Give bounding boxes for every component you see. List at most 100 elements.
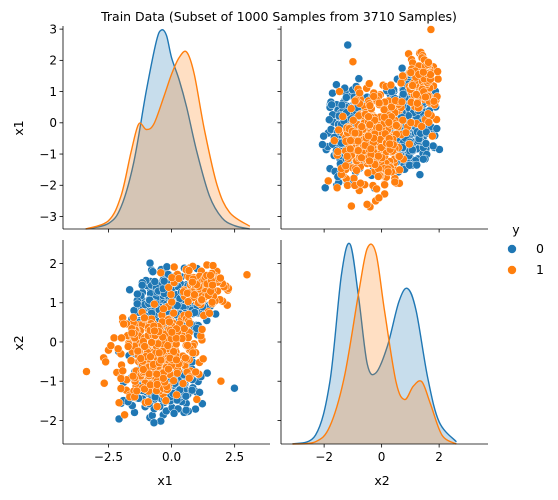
scatter-point-class-1 [199, 355, 207, 363]
scatter-point-class-1 [364, 169, 372, 177]
scatter-point-class-1 [129, 372, 137, 380]
scatter-point-class-1 [185, 267, 193, 275]
y-tick-label: 3 [49, 22, 57, 36]
scatter-point-class-1 [128, 329, 136, 337]
scatter-point-class-1 [374, 172, 382, 180]
scatter-point-class-1 [147, 353, 155, 361]
scatter-point-class-1 [208, 281, 216, 289]
x-tick-label: 0.0 [162, 450, 181, 464]
scatter-point-class-1 [119, 367, 127, 375]
scatter-point-class-0 [325, 116, 333, 124]
scatter-point-class-1 [396, 166, 404, 174]
scatter-point-class-1 [373, 185, 381, 193]
scatter-point-class-1 [354, 147, 362, 155]
scatter-point-class-0 [320, 132, 328, 140]
scatter-point-class-0 [138, 281, 146, 289]
scatter-point-class-0 [416, 171, 424, 179]
scatter-point-class-0 [151, 278, 159, 286]
scatter-point-class-1 [434, 75, 442, 83]
scatter-point-class-1 [170, 309, 178, 317]
scatter-point-class-1 [175, 275, 183, 283]
scatter-point-class-1 [188, 278, 196, 286]
scatter-point-class-1 [216, 274, 224, 282]
scatter-point-class-1 [367, 145, 375, 153]
scatter-point-class-1 [100, 379, 108, 387]
scatter-point-class-1 [349, 116, 357, 124]
scatter-point-class-0 [149, 268, 157, 276]
scatter-point-class-1 [206, 309, 214, 317]
scatter-point-class-1 [407, 69, 415, 77]
scatter-point-class-1 [347, 202, 355, 210]
x-axis-label-x2: x2 [374, 473, 389, 488]
scatter-point-class-1 [150, 327, 158, 335]
scatter-point-class-1 [117, 385, 125, 393]
scatter-point-class-1 [121, 411, 129, 419]
scatter-point-class-1 [173, 391, 181, 399]
scatter-point-class-1 [412, 90, 420, 98]
scatter-point-class-1 [217, 377, 225, 385]
panel-x2-density: −2 0 2 [278, 240, 489, 464]
legend-label-0: 0 [536, 241, 544, 256]
scatter-point-class-1 [173, 369, 181, 377]
scatter-point-class-1 [384, 168, 392, 176]
y-tick-label: 1 [49, 296, 57, 310]
scatter-point-class-1 [107, 342, 115, 350]
scatter-point-class-1 [365, 113, 373, 121]
x-tick-label: 2 [435, 450, 443, 464]
y-tick-label: −1 [39, 375, 57, 389]
scatter-point-class-1 [157, 356, 165, 364]
y-tick-label: 2 [49, 54, 57, 68]
scatter-point-class-1 [139, 365, 147, 373]
y-tick-label: 0 [49, 335, 57, 349]
scatter-point-class-0 [328, 101, 336, 109]
y-axis-label-x2: x2 [11, 335, 26, 350]
scatter-point-class-1 [333, 184, 341, 192]
scatter-point-class-1 [356, 179, 364, 187]
scatter-point-class-1 [153, 403, 161, 411]
scatter-point-class-1 [347, 137, 355, 145]
scatter-point-class-1 [144, 398, 152, 406]
scatter-point-class-1 [189, 349, 197, 357]
scatter-point-class-0 [433, 125, 441, 133]
scatter-point-class-0 [133, 300, 141, 308]
scatter-point-class-1 [405, 140, 413, 148]
scatter-point-class-1 [198, 296, 206, 304]
scatter-point-class-1 [110, 334, 118, 342]
scatter-point-class-1 [137, 355, 145, 363]
scatter-point-class-1 [344, 181, 352, 189]
scatter-point-class-1 [399, 116, 407, 124]
scatter-point-class-1 [386, 140, 394, 148]
legend-label-1: 1 [536, 262, 544, 277]
scatter-point-class-1 [184, 298, 192, 306]
scatter-point-class-1 [150, 300, 158, 308]
y-tick-label: 0 [49, 116, 57, 130]
x-axis-label-x1: x1 [157, 473, 172, 488]
scatter-point-class-1 [358, 123, 366, 131]
scatter-point-class-1 [141, 342, 149, 350]
scatter-point-class-0 [182, 406, 190, 414]
scatter-point-class-1 [134, 347, 142, 355]
y-axis-label-x1: x1 [11, 120, 26, 135]
scatter-point-class-1 [413, 99, 421, 107]
scatter-point-class-1 [375, 99, 383, 107]
scatter-point-class-0 [163, 263, 171, 271]
panel-x1-vs-x2-scatter [278, 25, 489, 232]
scatter-point-class-0 [133, 290, 141, 298]
scatter-point-class-1 [198, 325, 206, 333]
x-tick-label: 0 [378, 450, 386, 464]
scatter-point-class-1 [428, 132, 436, 140]
scatter-point-class-1 [130, 313, 138, 321]
scatter-point-class-1 [395, 152, 403, 160]
scatter-point-class-0 [429, 142, 437, 150]
scatter-point-class-1 [181, 354, 189, 362]
scatter-point-class-1 [186, 319, 194, 327]
scatter-point-class-1 [387, 81, 395, 89]
scatter-point-class-1 [167, 290, 175, 298]
scatter-point-class-1 [183, 289, 191, 297]
scatter-point-class-0 [150, 419, 158, 427]
scatter-point-class-1 [366, 121, 374, 129]
scatter-point-class-1 [160, 305, 168, 313]
scatter-point-class-1 [370, 92, 378, 100]
density-fill-class_1 [293, 244, 457, 444]
scatter-point-class-0 [230, 384, 238, 392]
